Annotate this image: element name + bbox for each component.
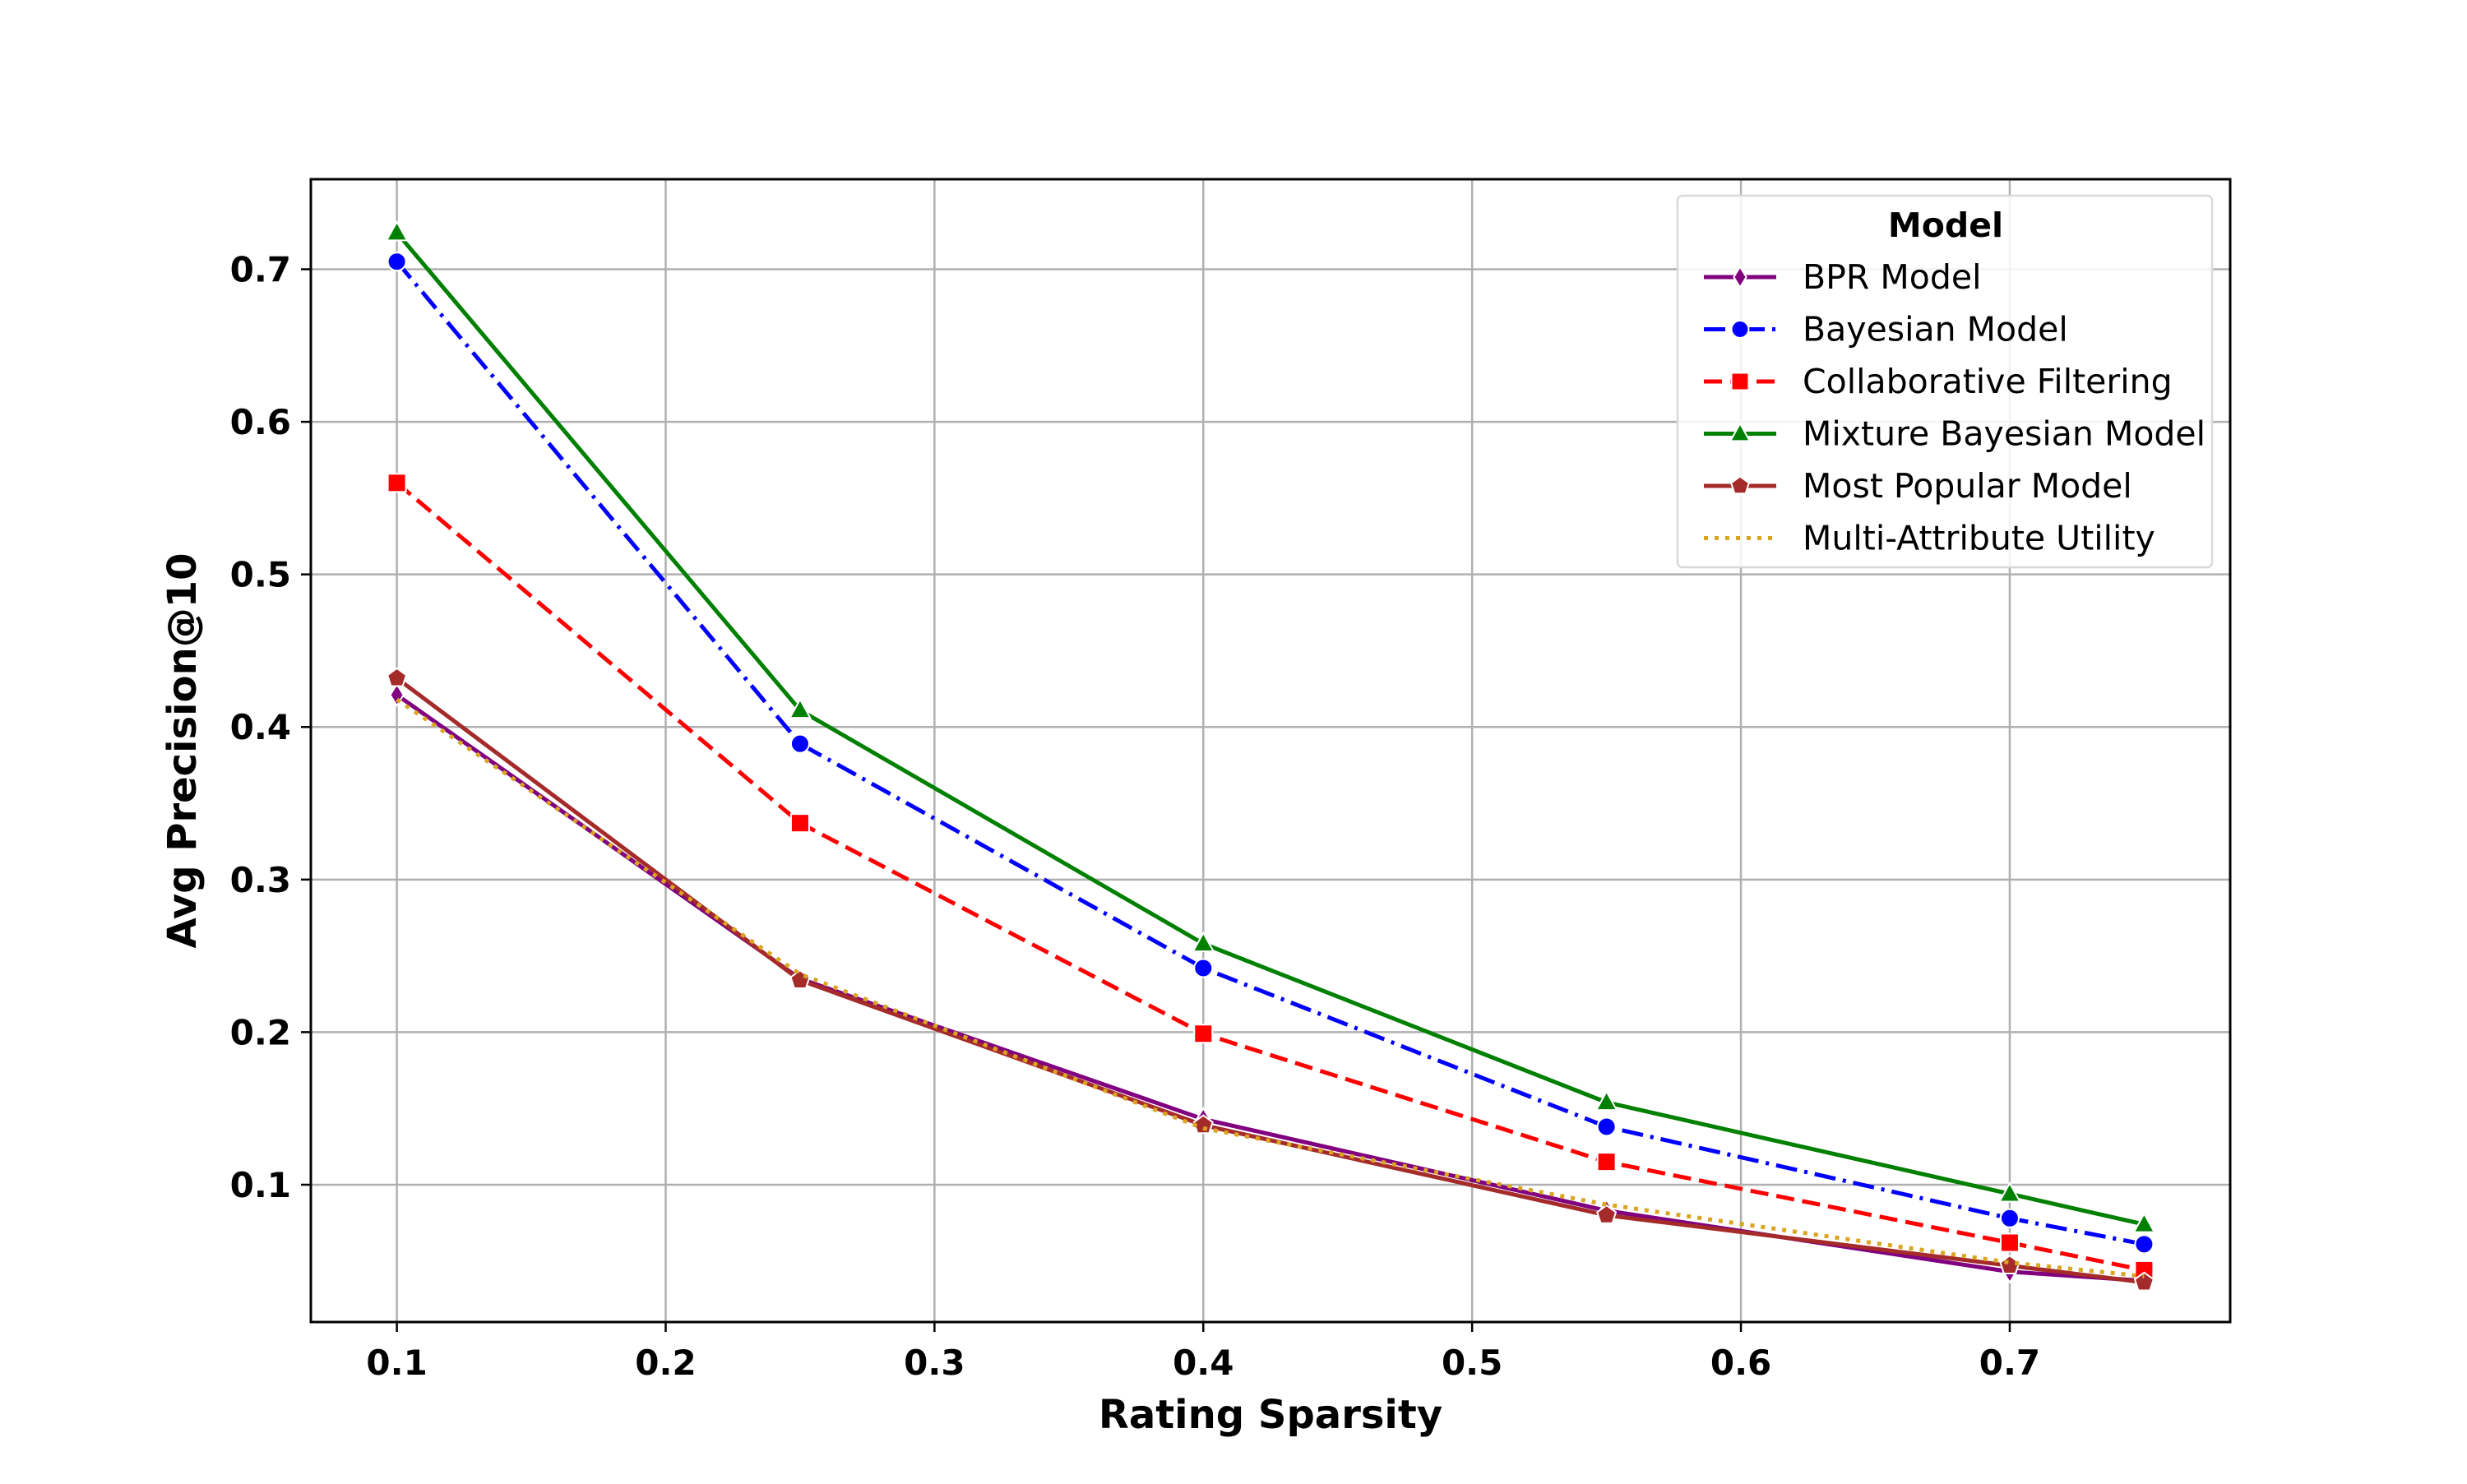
data-point-bayesian-model xyxy=(386,252,407,272)
data-point-mixture-bayesian-model xyxy=(385,220,409,242)
legend-label: Most Popular Model xyxy=(1803,466,2132,506)
y-tick-label: 0.7 xyxy=(230,249,291,289)
data-point-bayesian-model xyxy=(2134,1234,2155,1255)
y-axis-label: Avg Precision@10 xyxy=(160,552,206,948)
y-tick-label: 0.5 xyxy=(230,555,291,595)
legend-label: Multi-Attribute Utility xyxy=(1803,519,2155,558)
data-point-mixture-bayesian-model xyxy=(1997,1181,2021,1203)
x-tick-label: 0.4 xyxy=(1173,1343,1234,1383)
legend-item-mixture-bayesian-model: Mixture Bayesian Model xyxy=(1704,414,2205,454)
legend-box xyxy=(1676,194,2214,569)
series-group xyxy=(385,220,2156,1293)
legend-title: Model xyxy=(1888,206,2003,245)
legend: Model BPR Model Bayesian Model Collaborati… xyxy=(1676,194,2214,569)
series-line-bayesian-model xyxy=(395,260,2145,1246)
ticks: 0.1 0.2 0.3 0.4 0.5 0.6 0.7 0.1 0.2 0.3 0.4 0.5 0.6 0… xyxy=(230,249,2041,1383)
x-tick-label: 0.1 xyxy=(366,1343,427,1383)
data-point-bayesian-model xyxy=(789,733,810,754)
x-tick-label: 0.6 xyxy=(1710,1343,1771,1383)
legend-item-multi-attribute-utility: Multi-Attribute Utility xyxy=(1704,519,2155,558)
grid xyxy=(311,179,2230,1322)
y-tick-label: 0.3 xyxy=(230,860,291,900)
legend-marker xyxy=(1729,422,1752,442)
y-tick-label: 0.1 xyxy=(230,1165,291,1205)
legend-item-bpr-model: BPR Model xyxy=(1704,257,1981,297)
legend-label: BPR Model xyxy=(1803,257,1981,297)
x-axis-label: Rating Sparsity xyxy=(1099,1392,1442,1438)
data-point-mixture-bayesian-model xyxy=(1192,931,1215,953)
data-point-collaborative-filtering xyxy=(1193,1024,1214,1044)
legend-item-bayesian-model: Bayesian Model xyxy=(1704,310,2068,349)
data-point-most-popular-model xyxy=(386,667,408,687)
data-point-most-popular-model xyxy=(1192,1114,1214,1135)
x-tick-label: 0.7 xyxy=(1979,1343,2040,1383)
legend-item-collaborative-filtering: Collaborative Filtering xyxy=(1704,362,2173,401)
data-point-collaborative-filtering xyxy=(789,813,810,834)
plot-frame xyxy=(309,178,2232,1324)
legend-label: Mixture Bayesian Model xyxy=(1803,414,2205,454)
data-point-most-popular-model xyxy=(2133,1271,2155,1292)
data-point-bayesian-model xyxy=(1999,1208,2020,1228)
legend-marker xyxy=(1730,320,1750,339)
data-point-collaborative-filtering xyxy=(1596,1152,1617,1172)
series-bayesian-model xyxy=(386,252,2155,1255)
legend-label: Collaborative Filtering xyxy=(1803,362,2173,401)
series-line-collaborative-filtering xyxy=(395,481,2145,1273)
series-collaborative-filtering xyxy=(386,473,2155,1280)
data-point-most-popular-model xyxy=(1596,1204,1618,1224)
y-tick-label: 0.6 xyxy=(230,402,291,442)
data-point-collaborative-filtering xyxy=(386,473,407,493)
data-point-mixture-bayesian-model xyxy=(2132,1212,2156,1233)
legend-marker xyxy=(1729,475,1751,495)
series-line-multi-attribute-utility xyxy=(396,697,2145,1278)
x-tick-label: 0.5 xyxy=(1442,1343,1502,1383)
data-point-mixture-bayesian-model xyxy=(788,697,812,719)
series-line-mixture-bayesian-model xyxy=(395,231,2145,1227)
series-multi-attribute-utility xyxy=(396,697,2145,1278)
data-point-mixture-bayesian-model xyxy=(1595,1089,1618,1112)
y-tick-label: 0.4 xyxy=(230,707,291,747)
legend-items: BPR Model Bayesian Model Collaborative Fil… xyxy=(1704,257,2205,558)
y-tick-label: 0.2 xyxy=(230,1012,291,1052)
legend-item-most-popular-model: Most Popular Model xyxy=(1704,466,2132,506)
data-point-bayesian-model xyxy=(1193,958,1214,978)
x-tick-label: 0.2 xyxy=(635,1343,696,1383)
data-point-bayesian-model xyxy=(1596,1116,1617,1137)
series-mixture-bayesian-model xyxy=(385,220,2156,1233)
legend-label: Bayesian Model xyxy=(1803,310,2068,349)
data-point-collaborative-filtering xyxy=(1999,1232,2020,1253)
legend-marker xyxy=(1730,372,1750,391)
legend-marker xyxy=(1733,265,1747,289)
x-tick-label: 0.3 xyxy=(904,1343,965,1383)
